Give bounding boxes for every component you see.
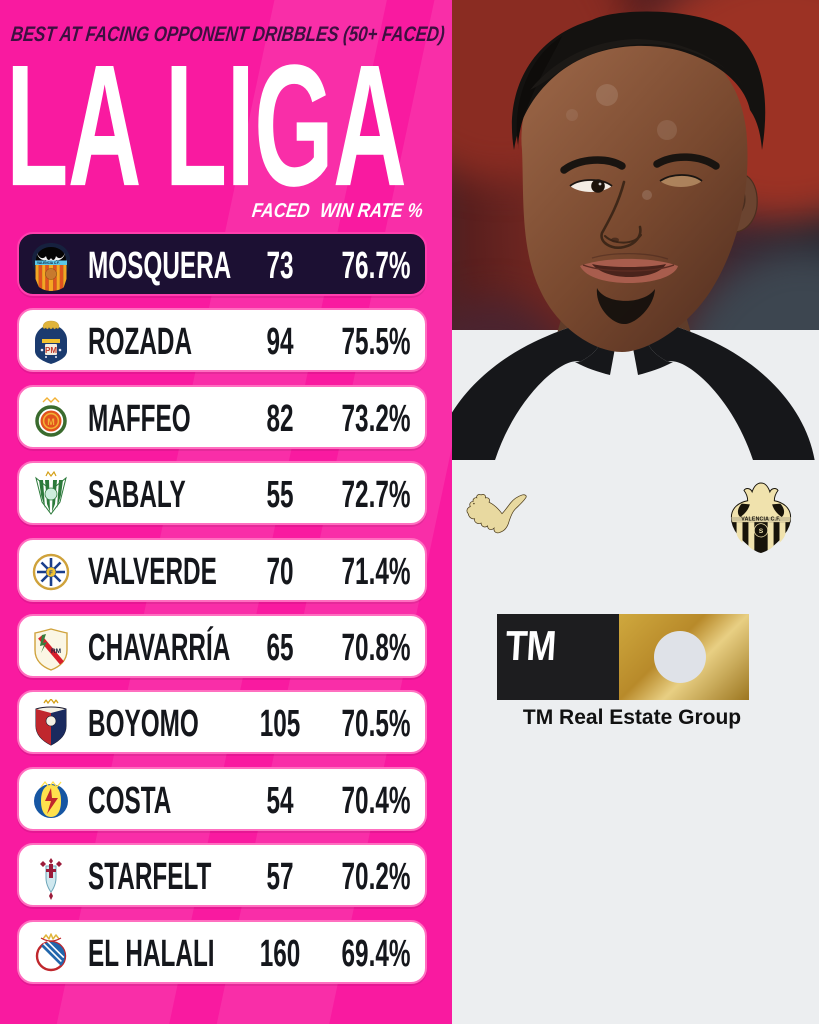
svg-text:RM: RM	[51, 648, 61, 655]
svg-text:VALENCIA C.F.: VALENCIA C.F.	[37, 261, 60, 265]
svg-text:S: S	[759, 528, 764, 535]
svg-text:F: F	[49, 571, 53, 577]
svg-text:PM: PM	[45, 346, 57, 355]
svg-text:VALENCIA C.F.: VALENCIA C.F.	[741, 517, 781, 523]
svg-text:M: M	[47, 417, 55, 427]
